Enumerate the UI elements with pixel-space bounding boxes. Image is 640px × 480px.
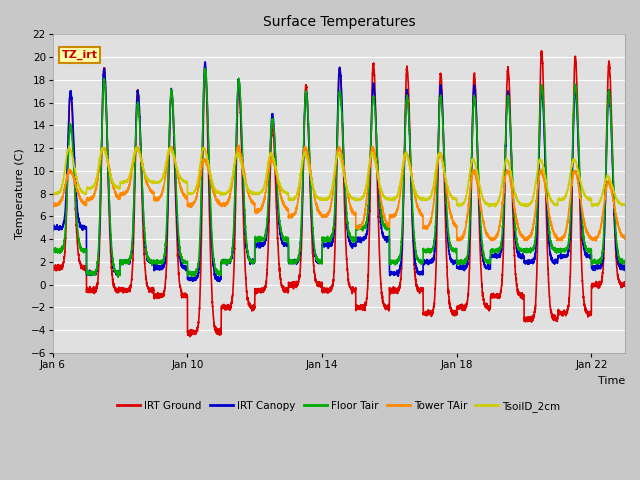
Title: Surface Temperatures: Surface Temperatures: [262, 15, 415, 29]
Legend: IRT Ground, IRT Canopy, Floor Tair, Tower TAir, TsoilD_2cm: IRT Ground, IRT Canopy, Floor Tair, Towe…: [113, 396, 565, 416]
Y-axis label: Temperature (C): Temperature (C): [15, 148, 25, 239]
Text: TZ_irt: TZ_irt: [61, 50, 97, 60]
X-axis label: Time: Time: [598, 375, 625, 385]
